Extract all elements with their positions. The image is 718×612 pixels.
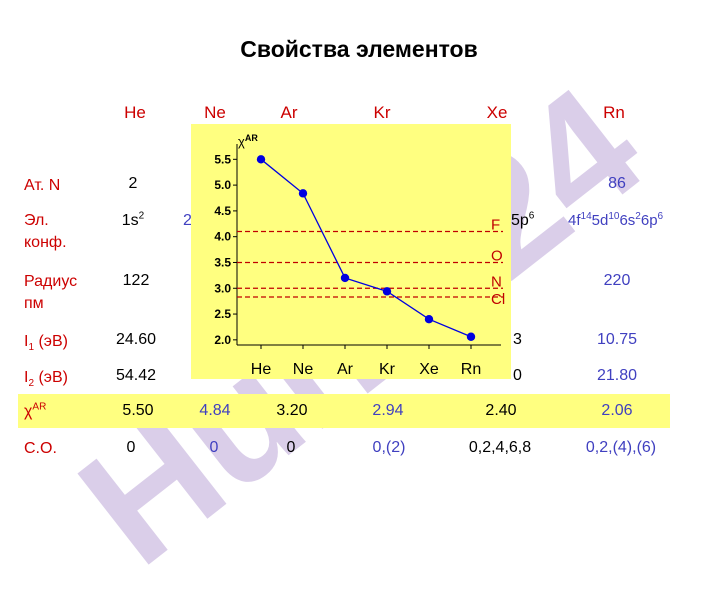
page-title: Свойства элементов <box>240 36 478 62</box>
row-label-i1: I1 (эВ) <box>24 333 68 354</box>
so-he: 0 <box>126 439 136 456</box>
atn-he: 2 <box>128 175 138 192</box>
header-he: He <box>124 103 146 122</box>
so-ar: 0 <box>286 439 296 456</box>
y-axis-label: χAR <box>238 133 258 149</box>
so-ne: 0 <box>209 439 219 456</box>
x-tick-label-rn: Rn <box>461 361 481 378</box>
data-point-xe <box>424 315 434 324</box>
data-point-ar <box>340 273 350 283</box>
y-tick-label: 3.5 <box>214 255 231 269</box>
header-kr: Kr <box>373 103 391 122</box>
electronegativity-chart: χAR 2.0 2.5 3.0 3.5 4.0 4.5 5.0 5.5 He Ne Ar Kr Xe Rn F… <box>214 133 505 378</box>
y-tick-label: 5.0 <box>214 178 231 192</box>
i2-xe-partial: 0 <box>513 367 522 384</box>
row-label-atomic-number: Ат. N <box>24 177 61 194</box>
chi-he: 5.50 <box>122 402 154 419</box>
row-label-radius: Радиус пм <box>24 273 78 312</box>
config-rn: 4f145d106s26p6 <box>568 211 664 230</box>
i1-he: 24.60 <box>115 331 157 348</box>
chi-kr: 2.94 <box>372 402 404 419</box>
radius-rn: 220 <box>603 272 631 289</box>
y-tick-label: 4.5 <box>214 204 231 218</box>
series-line <box>260 158 472 338</box>
chi-ne: 4.84 <box>199 402 231 419</box>
header-ar: Ar <box>280 103 298 122</box>
chi-row-highlight <box>18 394 670 428</box>
reference-label-o: O <box>491 247 503 264</box>
i1-xe-partial: 3 <box>513 331 522 348</box>
reference-label-f: F <box>491 217 500 234</box>
chi-rn: 2.06 <box>601 402 633 419</box>
data-point-ne <box>298 189 308 198</box>
i1-rn: 10.75 <box>596 331 638 348</box>
chi-ar: 3.20 <box>276 402 308 419</box>
radius-he: 122 <box>122 272 150 289</box>
reference-label-n: N <box>491 273 502 290</box>
so-kr: 0,(2) <box>372 439 406 456</box>
x-tick-label-ar: Ar <box>337 361 354 378</box>
config-he: 1s2 <box>121 210 145 229</box>
row-label-i2: I2 (эВ) <box>24 369 68 390</box>
x-tick-label-xe: Xe <box>419 361 439 378</box>
i2-he: 54.42 <box>115 367 157 384</box>
i2-rn: 21.80 <box>596 367 638 384</box>
y-tick-label: 3.0 <box>214 281 231 295</box>
config-xe-partial: 5p6 <box>511 210 535 229</box>
atn-rn: 86 <box>608 175 626 192</box>
chi-xe: 2.40 <box>485 402 517 419</box>
config-ne-partial: 2 <box>183 212 192 229</box>
data-point-rn <box>466 332 476 341</box>
header-rn: Rn <box>603 103 625 122</box>
header-ne: Ne <box>204 103 226 122</box>
x-tick-label-kr: Kr <box>379 361 396 378</box>
x-tick-label-ne: Ne <box>293 361 314 378</box>
chart-panel <box>191 124 511 379</box>
reference-label-cl: Cl <box>491 291 505 308</box>
y-tick-label: 2.0 <box>214 333 231 347</box>
data-point-he <box>256 155 266 164</box>
data-point-kr <box>382 287 392 296</box>
x-tick-label-he: He <box>251 361 272 378</box>
so-xe: 0,2,4,6,8 <box>468 439 532 456</box>
y-tick-label: 2.5 <box>214 307 231 321</box>
header-xe: Xe <box>486 103 508 122</box>
y-tick-label: 5.5 <box>214 152 231 166</box>
row-label-oxidation: С.О. <box>24 440 57 457</box>
so-rn: 0,2,(4),(6) <box>585 439 657 456</box>
y-tick-label: 4.0 <box>214 230 231 244</box>
row-label-chi: χAR <box>24 401 47 420</box>
row-label-config: Эл. конф. <box>24 212 67 251</box>
